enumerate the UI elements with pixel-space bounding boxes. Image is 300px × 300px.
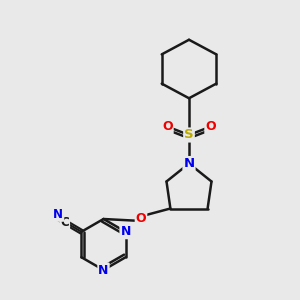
Text: O: O: [136, 212, 146, 225]
Text: O: O: [205, 120, 216, 133]
Text: O: O: [162, 120, 173, 133]
Text: N: N: [120, 225, 131, 238]
Text: N: N: [53, 208, 63, 221]
Text: N: N: [98, 263, 109, 277]
Text: N: N: [183, 157, 195, 170]
Text: S: S: [184, 128, 194, 142]
Text: C: C: [60, 216, 69, 229]
